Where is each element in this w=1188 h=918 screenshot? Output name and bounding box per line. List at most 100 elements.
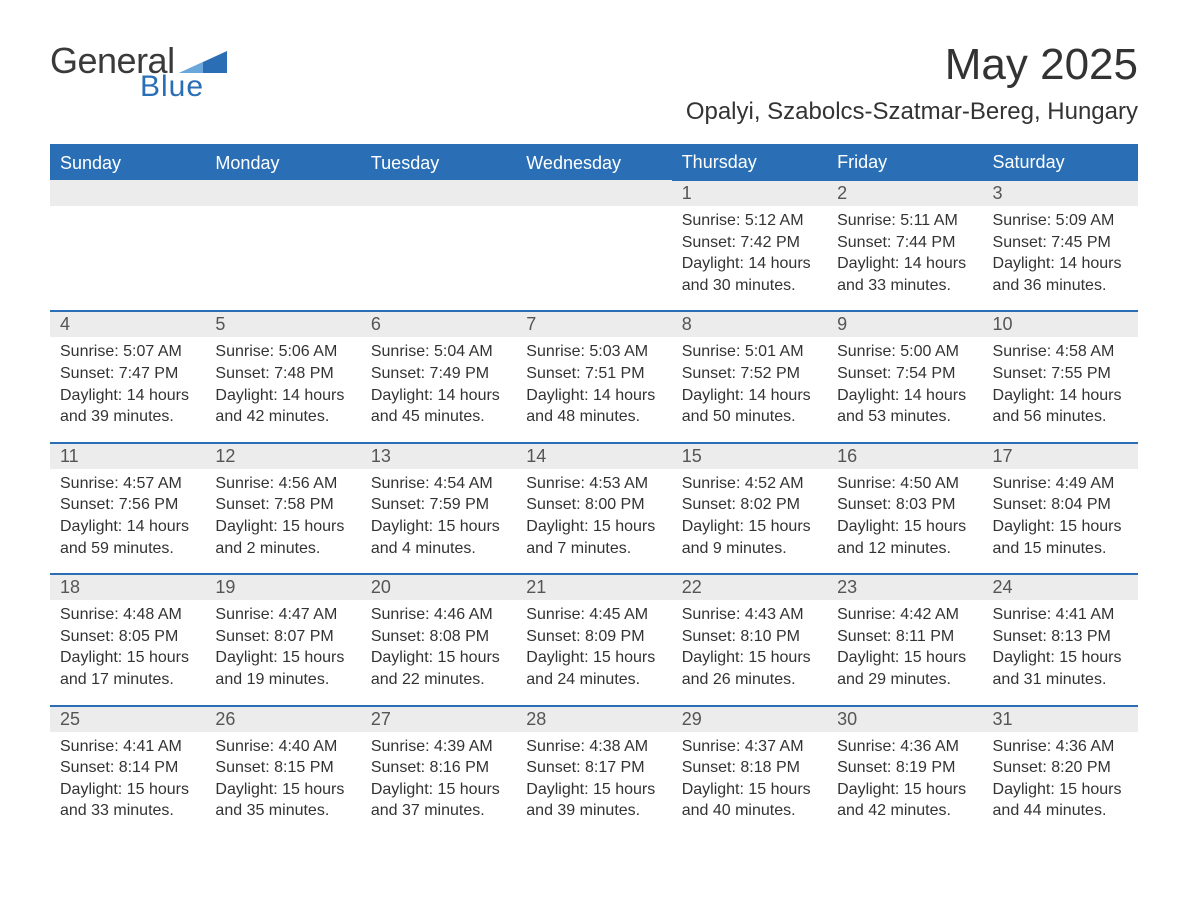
- sunset-text: Sunset: 8:15 PM: [215, 757, 350, 779]
- day-number-cell: 27: [361, 706, 516, 732]
- sunset-text: Sunset: 7:42 PM: [682, 232, 817, 254]
- day-content-cell: Sunrise: 5:09 AMSunset: 7:45 PMDaylight:…: [983, 206, 1138, 311]
- sunset-text: Sunset: 7:51 PM: [526, 363, 661, 385]
- day-number: 26: [215, 709, 235, 729]
- sunrise-text: Sunrise: 4:40 AM: [215, 736, 350, 758]
- sunset-text: Sunset: 8:04 PM: [993, 494, 1128, 516]
- day-content-cell: [50, 206, 205, 311]
- day-header: Saturday: [983, 145, 1138, 180]
- title-block: May 2025 Opalyi, Szabolcs-Szatmar-Bereg,…: [686, 40, 1138, 126]
- day-content-cell: Sunrise: 5:03 AMSunset: 7:51 PMDaylight:…: [516, 337, 671, 442]
- sunrise-text: Sunrise: 4:56 AM: [215, 473, 350, 495]
- sunset-text: Sunset: 8:11 PM: [837, 626, 972, 648]
- sunset-text: Sunset: 8:18 PM: [682, 757, 817, 779]
- day-number: 11: [60, 446, 79, 466]
- sunset-text: Sunset: 8:03 PM: [837, 494, 972, 516]
- day-number: 10: [993, 314, 1013, 334]
- day-number-cell: 9: [827, 311, 982, 337]
- calendar-daynum-row: 25262728293031: [50, 706, 1138, 732]
- sunset-text: Sunset: 8:13 PM: [993, 626, 1128, 648]
- daylight-text: Daylight: 15 hours and 42 minutes.: [837, 779, 972, 822]
- calendar-content-row: Sunrise: 5:12 AMSunset: 7:42 PMDaylight:…: [50, 206, 1138, 311]
- day-number: 17: [993, 446, 1013, 466]
- day-content-cell: Sunrise: 4:43 AMSunset: 8:10 PMDaylight:…: [672, 600, 827, 705]
- daylight-text: Daylight: 15 hours and 15 minutes.: [993, 516, 1128, 559]
- day-number: 15: [682, 446, 702, 466]
- day-content-cell: Sunrise: 4:41 AMSunset: 8:13 PMDaylight:…: [983, 600, 1138, 705]
- day-number-cell: [205, 180, 360, 206]
- day-content-cell: Sunrise: 4:42 AMSunset: 8:11 PMDaylight:…: [827, 600, 982, 705]
- calendar-body: 123Sunrise: 5:12 AMSunset: 7:42 PMDaylig…: [50, 180, 1138, 836]
- calendar-content-row: Sunrise: 4:41 AMSunset: 8:14 PMDaylight:…: [50, 732, 1138, 836]
- day-header: Wednesday: [516, 145, 671, 180]
- day-number: 30: [837, 709, 857, 729]
- day-content-cell: Sunrise: 5:07 AMSunset: 7:47 PMDaylight:…: [50, 337, 205, 442]
- location-text: Opalyi, Szabolcs-Szatmar-Bereg, Hungary: [686, 98, 1138, 126]
- day-number-cell: 13: [361, 443, 516, 469]
- daylight-text: Daylight: 15 hours and 29 minutes.: [837, 647, 972, 690]
- day-number-cell: 21: [516, 574, 671, 600]
- sunset-text: Sunset: 7:48 PM: [215, 363, 350, 385]
- day-number-cell: 14: [516, 443, 671, 469]
- daylight-text: Daylight: 14 hours and 39 minutes.: [60, 385, 195, 428]
- day-number: 3: [993, 183, 1003, 203]
- sunrise-text: Sunrise: 5:09 AM: [993, 210, 1128, 232]
- day-number: 12: [215, 446, 235, 466]
- sunset-text: Sunset: 8:08 PM: [371, 626, 506, 648]
- sunrise-text: Sunrise: 5:01 AM: [682, 341, 817, 363]
- day-number: 23: [837, 577, 857, 597]
- day-content-cell: [361, 206, 516, 311]
- sunset-text: Sunset: 7:54 PM: [837, 363, 972, 385]
- day-number: 14: [526, 446, 546, 466]
- sunrise-text: Sunrise: 5:06 AM: [215, 341, 350, 363]
- day-number: 1: [682, 183, 692, 203]
- calendar-content-row: Sunrise: 4:48 AMSunset: 8:05 PMDaylight:…: [50, 600, 1138, 705]
- daylight-text: Daylight: 15 hours and 22 minutes.: [371, 647, 506, 690]
- sunset-text: Sunset: 8:17 PM: [526, 757, 661, 779]
- calendar-daynum-row: 18192021222324: [50, 574, 1138, 600]
- day-number-cell: 12: [205, 443, 360, 469]
- daylight-text: Daylight: 15 hours and 40 minutes.: [682, 779, 817, 822]
- daylight-text: Daylight: 15 hours and 39 minutes.: [526, 779, 661, 822]
- day-number-cell: 10: [983, 311, 1138, 337]
- sunset-text: Sunset: 8:14 PM: [60, 757, 195, 779]
- day-number-cell: 26: [205, 706, 360, 732]
- sunrise-text: Sunrise: 4:54 AM: [371, 473, 506, 495]
- day-number-cell: 20: [361, 574, 516, 600]
- sunrise-text: Sunrise: 4:38 AM: [526, 736, 661, 758]
- daylight-text: Daylight: 15 hours and 44 minutes.: [993, 779, 1128, 822]
- day-number-cell: 5: [205, 311, 360, 337]
- daylight-text: Daylight: 15 hours and 37 minutes.: [371, 779, 506, 822]
- daylight-text: Daylight: 14 hours and 50 minutes.: [682, 385, 817, 428]
- day-number-cell: 31: [983, 706, 1138, 732]
- sunrise-text: Sunrise: 4:37 AM: [682, 736, 817, 758]
- calendar-daynum-row: 11121314151617: [50, 443, 1138, 469]
- sunrise-text: Sunrise: 4:49 AM: [993, 473, 1128, 495]
- day-number-cell: 22: [672, 574, 827, 600]
- day-content-cell: Sunrise: 4:40 AMSunset: 8:15 PMDaylight:…: [205, 732, 360, 836]
- daylight-text: Daylight: 15 hours and 9 minutes.: [682, 516, 817, 559]
- day-content-cell: Sunrise: 5:04 AMSunset: 7:49 PMDaylight:…: [361, 337, 516, 442]
- sunrise-text: Sunrise: 5:00 AM: [837, 341, 972, 363]
- month-title: May 2025: [686, 40, 1138, 90]
- sunrise-text: Sunrise: 4:58 AM: [993, 341, 1128, 363]
- day-content-cell: Sunrise: 5:11 AMSunset: 7:44 PMDaylight:…: [827, 206, 982, 311]
- top-row: General Blue May 2025 Opalyi, Szabolcs-S…: [50, 40, 1138, 126]
- sunrise-text: Sunrise: 5:04 AM: [371, 341, 506, 363]
- day-number: 19: [215, 577, 235, 597]
- sunrise-text: Sunrise: 4:36 AM: [837, 736, 972, 758]
- calendar-daynum-row: 1 2 3: [50, 180, 1138, 206]
- sunset-text: Sunset: 8:00 PM: [526, 494, 661, 516]
- day-number: 28: [526, 709, 546, 729]
- daylight-text: Daylight: 15 hours and 12 minutes.: [837, 516, 972, 559]
- sunrise-text: Sunrise: 4:52 AM: [682, 473, 817, 495]
- sunrise-text: Sunrise: 5:03 AM: [526, 341, 661, 363]
- daylight-text: Daylight: 14 hours and 42 minutes.: [215, 385, 350, 428]
- day-number-cell: 28: [516, 706, 671, 732]
- sunrise-text: Sunrise: 5:12 AM: [682, 210, 817, 232]
- day-content-cell: Sunrise: 4:41 AMSunset: 8:14 PMDaylight:…: [50, 732, 205, 836]
- sunrise-text: Sunrise: 4:43 AM: [682, 604, 817, 626]
- day-number: 2: [837, 183, 847, 203]
- daylight-text: Daylight: 14 hours and 45 minutes.: [371, 385, 506, 428]
- day-number: 13: [371, 446, 391, 466]
